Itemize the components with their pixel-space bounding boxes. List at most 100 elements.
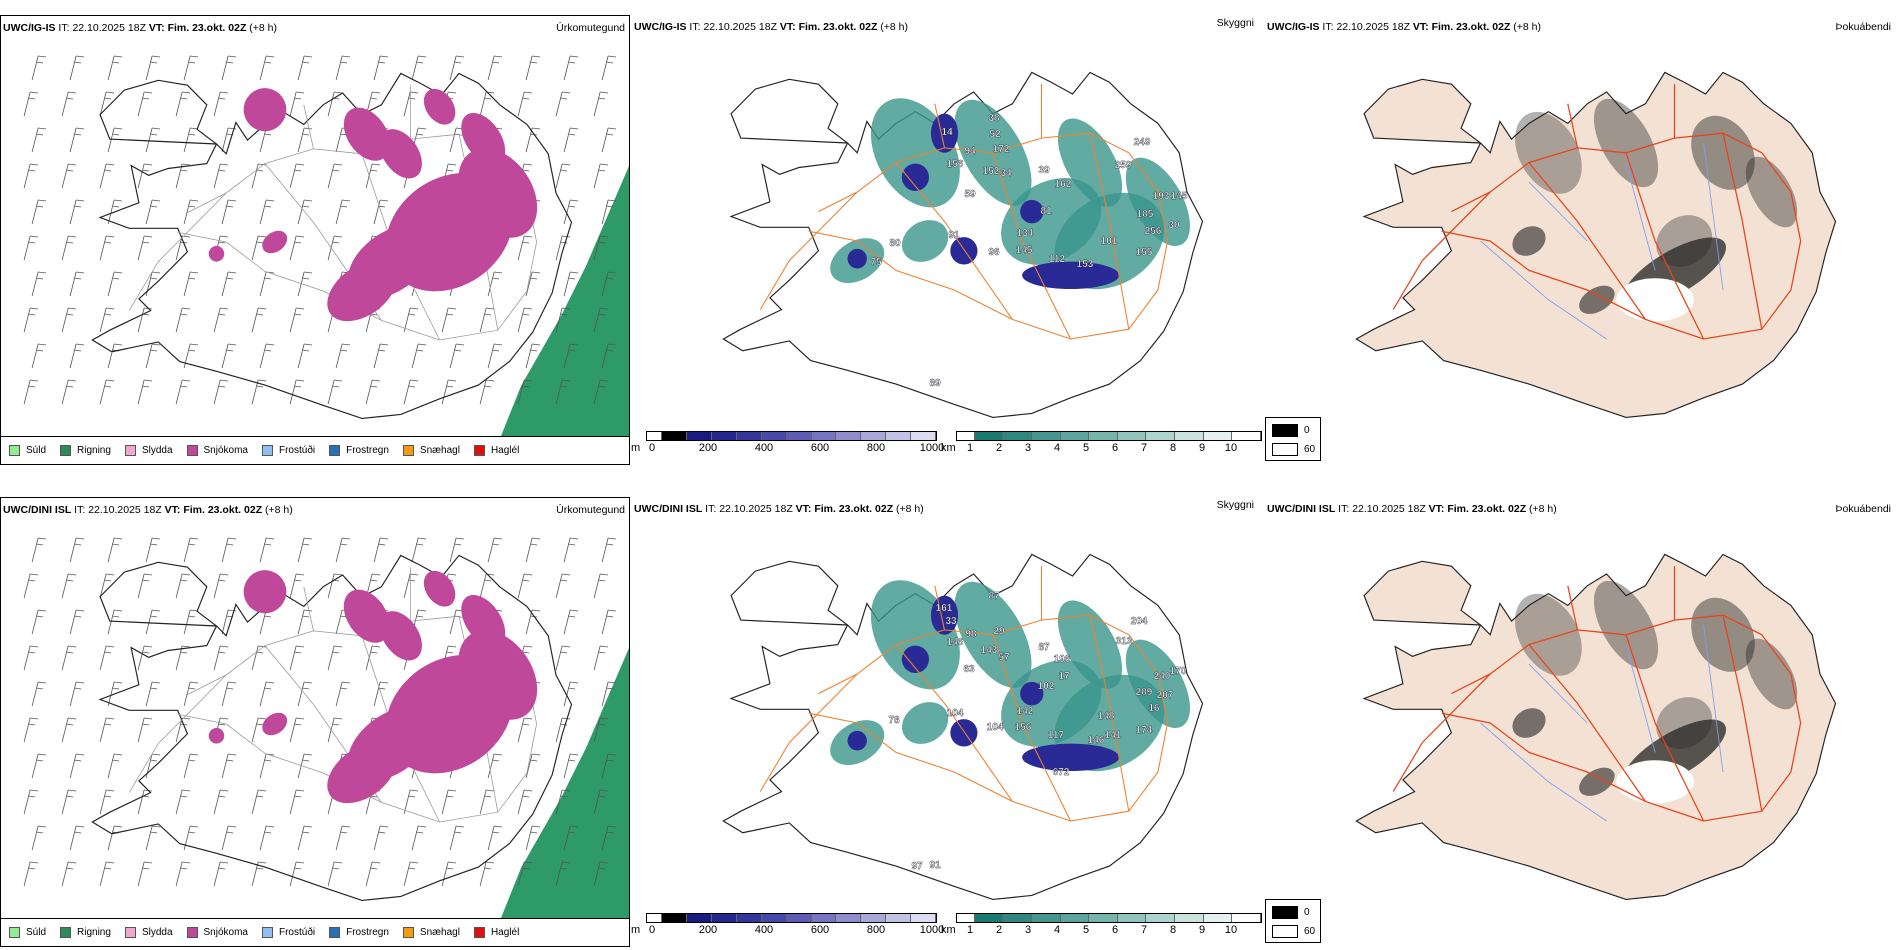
wind-barb-icon	[145, 681, 161, 707]
wind-barb-icon	[517, 717, 533, 743]
wind-barb-icon	[365, 163, 381, 189]
road-line	[759, 673, 858, 792]
wind-barb-icon	[99, 861, 115, 887]
wind-barb-icon	[107, 271, 123, 297]
colorbar-tick: 5	[1082, 924, 1090, 936]
legend-item: Frostregn	[329, 445, 389, 456]
elevation-label: 172	[993, 144, 1010, 155]
wind-barb-icon	[137, 163, 153, 189]
fog-max-swatch	[1272, 443, 1298, 456]
wind-barb-icon	[69, 609, 85, 635]
elevation-label: 146	[1088, 735, 1105, 746]
elevation-label: 63	[963, 664, 975, 675]
wind-barb-icon	[289, 91, 305, 117]
legend-swatch	[402, 445, 414, 456]
fog-min-swatch	[1272, 424, 1298, 437]
wind-barb-icon	[327, 379, 343, 405]
road-line	[1441, 132, 1802, 340]
wind-barb-icon	[175, 379, 191, 405]
snowfall-area	[423, 570, 456, 607]
snowfall-area	[262, 230, 288, 254]
wind-barb-icon	[411, 55, 427, 81]
colorbar-tick: 2	[995, 442, 1003, 454]
wind-barb-icon	[107, 825, 123, 851]
low-visibility-area	[1125, 639, 1190, 728]
legend-swatch	[473, 927, 485, 938]
wind-barb-icon	[23, 861, 39, 887]
wind-barb-icon	[183, 753, 199, 779]
high-terrain-area	[1020, 199, 1044, 224]
wind-barb-icon	[69, 825, 85, 851]
valid-time: VT: Fim. 23.okt. 02Z	[164, 504, 263, 516]
legend-item: Haglél	[473, 927, 519, 938]
fog-area	[1579, 285, 1615, 314]
wind-barb-icon	[601, 537, 617, 563]
wind-barb-icon	[593, 573, 609, 599]
elevation-label: 193	[1153, 191, 1170, 202]
model-name: UWC/IG-IS	[1267, 21, 1320, 33]
colorbar-tick: 400	[754, 442, 774, 454]
wind-barb-icon	[69, 343, 85, 369]
valid-time: VT: Fim. 23.okt. 02Z	[779, 21, 878, 33]
precip-legend: Súld Rigning Slydda Snjókoma Frostúði Frostre…	[1, 436, 629, 464]
high-terrain-area	[950, 719, 978, 747]
colorbar-tick: 10	[1224, 442, 1238, 454]
colorbar-tick: 6	[1111, 442, 1119, 454]
fog-area	[1593, 98, 1659, 188]
panel-title: Skyggni	[1216, 499, 1254, 511]
wind-barb-icon	[449, 537, 465, 563]
legend-label: Slydda	[141, 927, 173, 938]
elevation-label: 289	[1136, 687, 1153, 698]
elevation-label: 91	[948, 230, 960, 241]
elevation-label: 142	[1017, 706, 1034, 717]
snowfall-area	[379, 611, 422, 661]
it-label: IT:	[74, 504, 86, 516]
elevation-label: 94	[964, 146, 976, 157]
iceland-coastline	[91, 554, 573, 901]
wind-barb-icon	[297, 537, 313, 563]
wind-barb-icon	[563, 681, 579, 707]
snowfall-area	[458, 148, 538, 238]
legend-label: Súld	[26, 445, 47, 456]
wind-barb-icon	[327, 91, 343, 117]
elevation-label: 57	[998, 652, 1010, 663]
road-line	[992, 634, 1072, 822]
elevation-label: 78	[888, 715, 900, 726]
elevation-label: 170	[1170, 666, 1187, 677]
iceland-land	[1355, 553, 1837, 900]
wind-barb-icon	[183, 681, 199, 707]
wind-barb-icon	[107, 609, 123, 635]
elevation-label: 148	[1098, 711, 1115, 722]
wind-barb-icon	[259, 271, 275, 297]
legend-swatch	[9, 445, 20, 456]
legend-swatch	[186, 445, 198, 456]
wind-barb-icon	[61, 91, 77, 117]
wind-barb-icon	[441, 307, 457, 333]
wind-barb-icon	[411, 343, 427, 369]
wind-barb-icon	[99, 573, 115, 599]
wind-barb-icon	[145, 55, 161, 81]
wind-barb-icon	[289, 379, 305, 405]
road-line	[992, 152, 1072, 340]
legend-item: Frostúði	[261, 445, 315, 456]
elevation-label: 52	[989, 129, 1001, 140]
wind-barb-icon	[61, 235, 77, 261]
elevation-label: 104	[987, 722, 1004, 733]
wind-barb-icon	[145, 127, 161, 153]
height-colorbar: m 0 200 400 600 800 1000	[631, 913, 944, 943]
wind-barb-icon	[23, 163, 39, 189]
fog-area	[1512, 708, 1546, 738]
legend-item: Súld	[9, 445, 46, 456]
road-line	[1722, 133, 1763, 330]
wind-barb-icon	[31, 609, 47, 635]
fog-max-label: 60	[1304, 444, 1316, 455]
wind-barb-icon	[31, 127, 47, 153]
wind-barb-icon	[289, 573, 305, 599]
river-line	[1528, 181, 1588, 242]
colorbar-tick: 3	[1024, 924, 1032, 936]
wind-barb-icon	[107, 537, 123, 563]
colorbar-tick: 8	[1169, 924, 1177, 936]
wind-barb-icon	[183, 127, 199, 153]
wind-barb-icon	[259, 753, 275, 779]
colorbar-tick: 1	[966, 924, 974, 936]
